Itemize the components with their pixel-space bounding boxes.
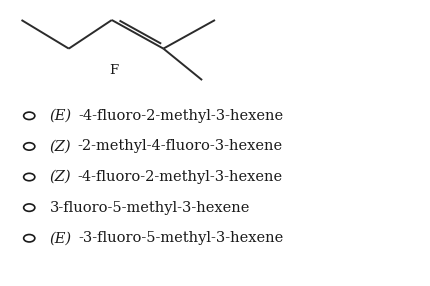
Text: -4-fluoro-2-methyl-3-hexene: -4-fluoro-2-methyl-3-hexene bbox=[77, 170, 283, 184]
Text: -3-fluoro-5-methyl-3-hexene: -3-fluoro-5-methyl-3-hexene bbox=[78, 231, 283, 245]
Text: (E): (E) bbox=[49, 231, 71, 245]
Text: 3-fluoro-5-methyl-3-hexene: 3-fluoro-5-methyl-3-hexene bbox=[49, 201, 250, 214]
Text: (Z): (Z) bbox=[49, 140, 71, 153]
Text: (E): (E) bbox=[49, 109, 71, 123]
Text: -2-methyl-4-fluoro-3-hexene: -2-methyl-4-fluoro-3-hexene bbox=[77, 140, 283, 153]
Text: -4-fluoro-2-methyl-3-hexene: -4-fluoro-2-methyl-3-hexene bbox=[78, 109, 283, 123]
Text: F: F bbox=[109, 64, 119, 77]
Text: (Z): (Z) bbox=[49, 170, 71, 184]
